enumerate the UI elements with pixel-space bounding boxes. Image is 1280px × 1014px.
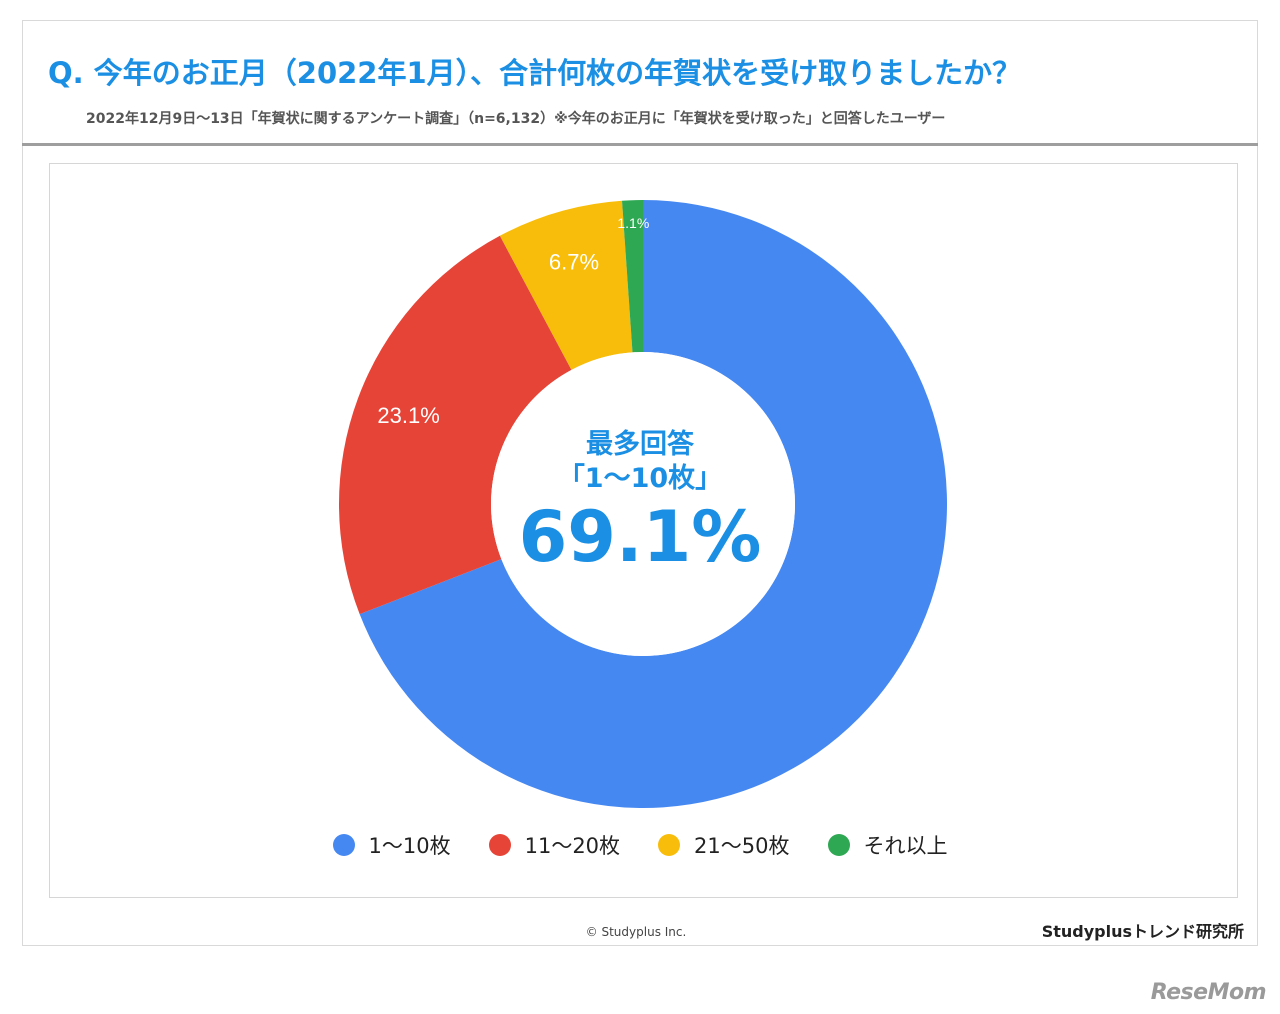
slice-value-label: 6.7% — [549, 250, 599, 275]
legend-item: それ以上 — [827, 830, 948, 860]
legend-label: それ以上 — [863, 834, 948, 858]
chart-title: Q. 今年のお正月（2022年1月）、合計何枚の年賀状を受け取りましたか？ — [48, 56, 1022, 90]
legend-swatch — [658, 834, 681, 856]
legend-item: 11〜20枚 — [488, 830, 621, 860]
slice-value-label: 1.1% — [617, 215, 649, 231]
legend-swatch — [488, 834, 511, 856]
legend-swatch — [827, 834, 850, 856]
center-annotation-value: 69.1% — [518, 496, 762, 578]
slice-value-label: 23.1% — [377, 403, 439, 428]
donut-slice — [338, 235, 572, 615]
donut-slice — [622, 200, 643, 353]
center-annotation-category: 「1〜10枚」 — [557, 463, 723, 494]
resemom-watermark-logo: ReseMom — [1150, 980, 1267, 1005]
legend-label: 21〜50枚 — [694, 834, 790, 858]
legend-item: 21〜50枚 — [658, 830, 790, 860]
legend-label: 11〜20枚 — [524, 834, 621, 858]
copyright-text: © Studyplus Inc. — [585, 925, 687, 939]
legend-label: 1〜10枚 — [368, 834, 451, 858]
donut-hole — [491, 352, 795, 656]
header-divider — [22, 143, 1258, 146]
center-annotation-heading: 最多回答 — [586, 429, 694, 460]
donut-slice — [499, 200, 633, 370]
legend-swatch — [332, 834, 355, 856]
chart-subtitle: 2022年12月9日〜13日「年賀状に関するアンケート調査」（n=6,132）※… — [86, 111, 946, 127]
legend-item: 1〜10枚 — [332, 830, 451, 860]
brand-logo: Studyplusトレンド研究所 — [1041, 922, 1244, 941]
donut-slice — [359, 200, 947, 809]
chart-legend: 1〜10枚 11〜20枚 21〜50枚 それ以上 — [0, 830, 1280, 860]
